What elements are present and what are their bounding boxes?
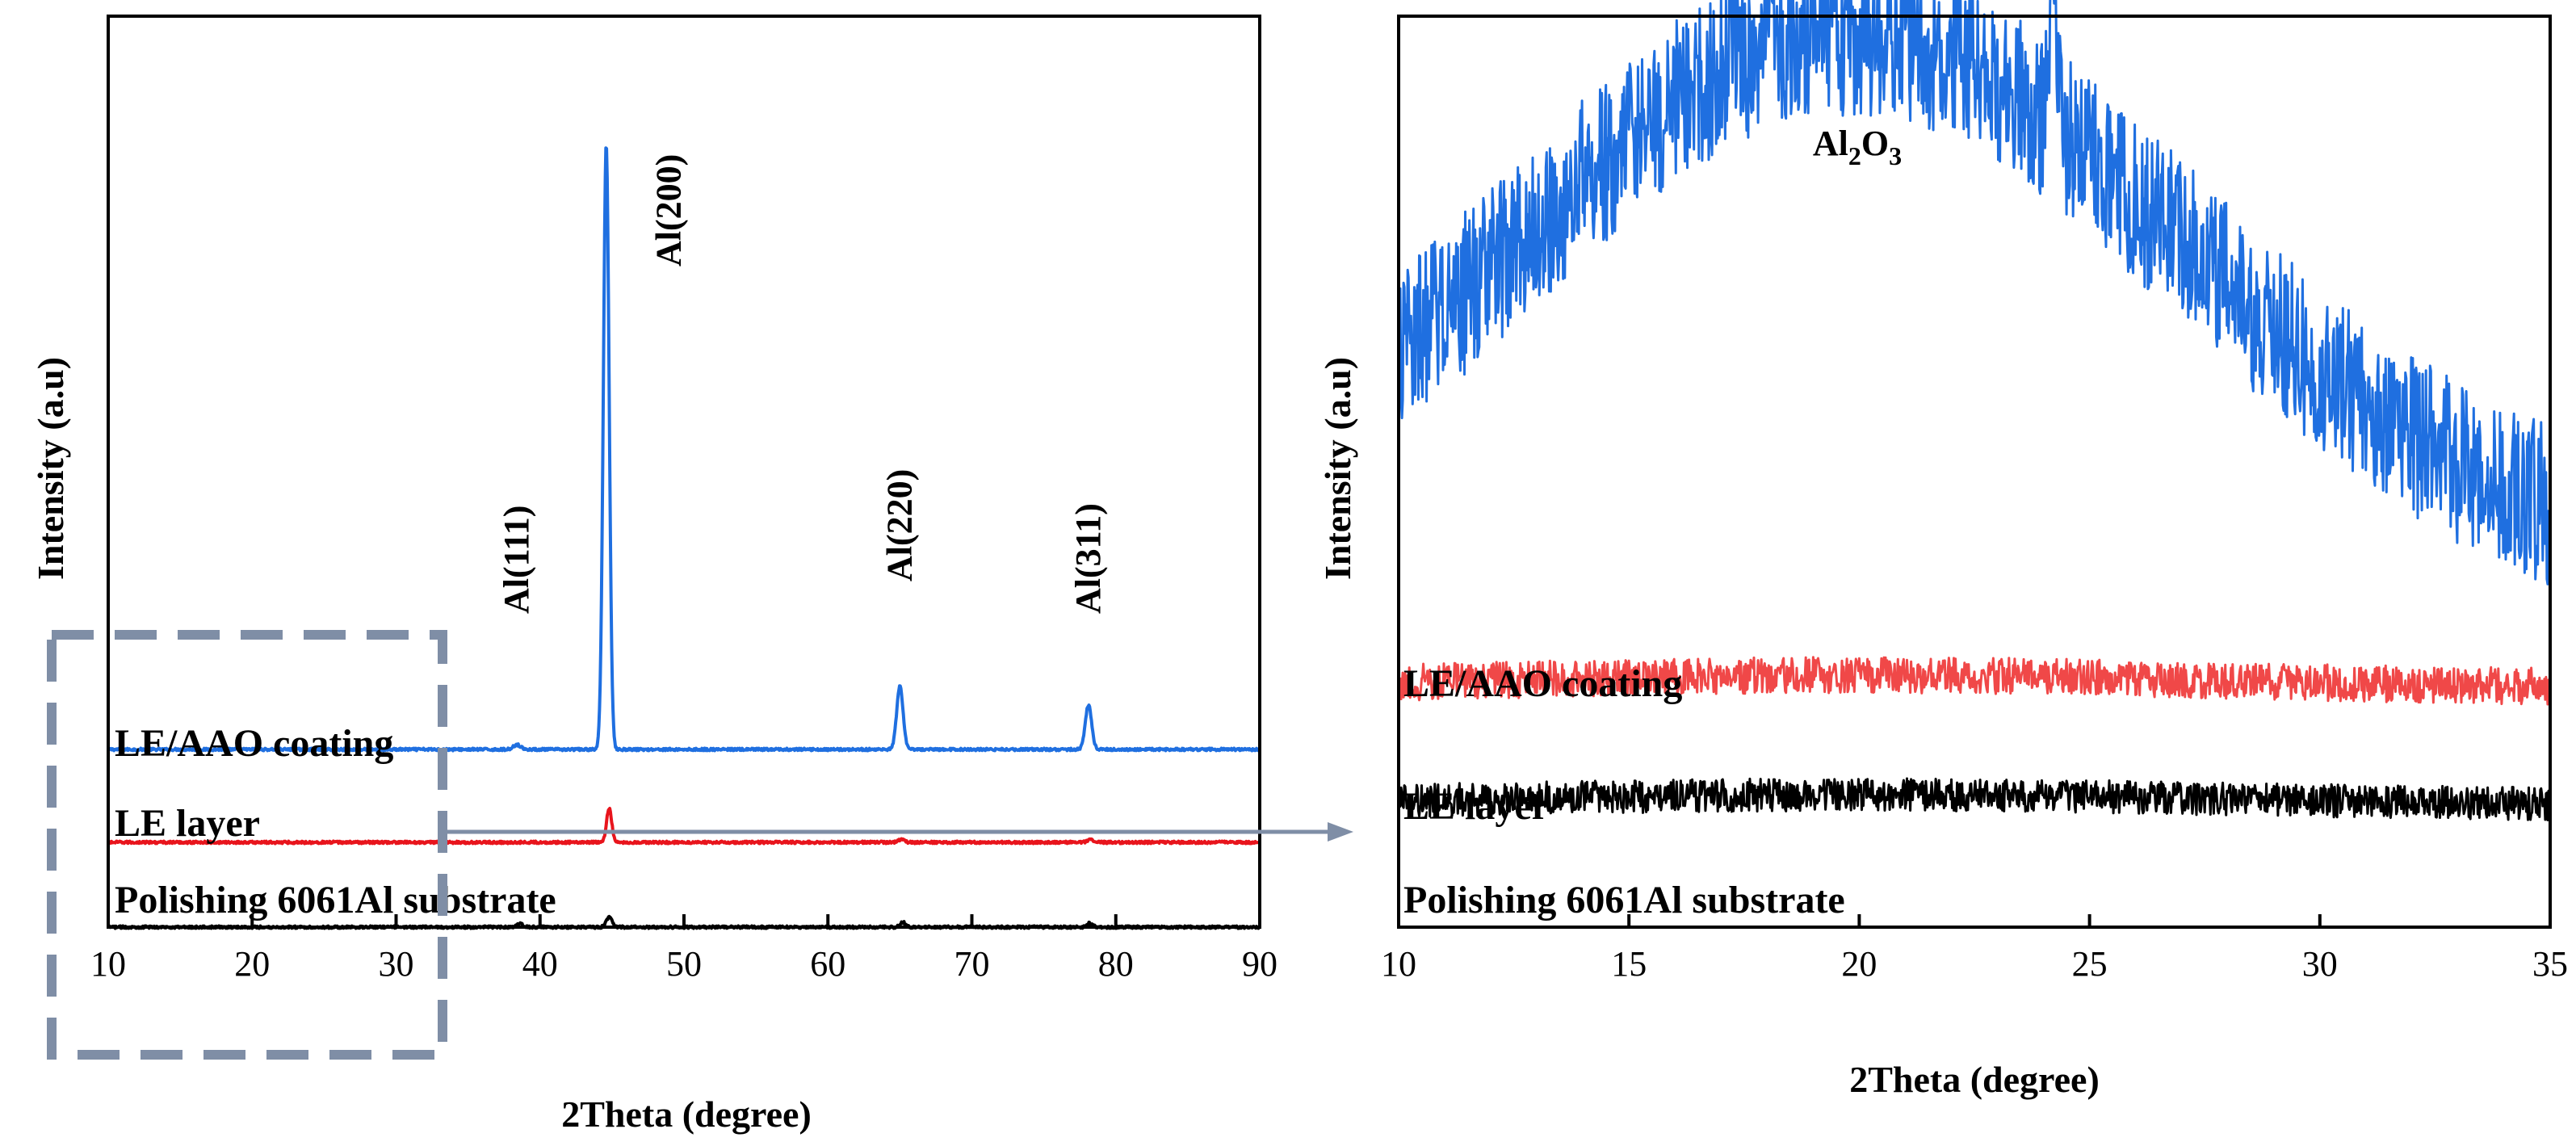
left-panel: 10 20 30 40 50 60 70 80 90 Al(111) Al(200) Al(220)… bbox=[30, 15, 1353, 1135]
right-label-substrate: Polishing 6061Al substrate bbox=[1403, 879, 1845, 921]
right-series-2-line bbox=[1397, 777, 2552, 821]
right-x-ticks: 10 15 20 25 30 35 bbox=[1381, 914, 2568, 984]
right-series-group bbox=[1397, 0, 2552, 821]
right-xtick-label-25: 25 bbox=[2072, 944, 2108, 984]
left-xtick-label-40: 40 bbox=[522, 944, 558, 984]
zoom-region-box bbox=[47, 630, 447, 1060]
left-annotation-1: Al(200) bbox=[649, 154, 689, 267]
left-series-0-line bbox=[107, 146, 1261, 753]
left-plot-frame bbox=[107, 15, 1261, 929]
al2o3-annotation: Al2O3 bbox=[1813, 124, 1902, 170]
right-x-axis-title: 2Theta (degree) bbox=[1849, 1059, 2100, 1100]
left-xtick-label-50: 50 bbox=[666, 944, 702, 984]
left-y-axis-title: Intensity (a.u) bbox=[30, 357, 71, 580]
left-peak-annotations: Al(111) Al(200) Al(220) Al(311) bbox=[497, 154, 1108, 614]
right-plot-frame bbox=[1397, 15, 2552, 929]
left-annotation-2: Al(220) bbox=[879, 469, 919, 581]
right-xtick-label-20: 20 bbox=[1841, 944, 1877, 984]
right-xtick-label-30: 30 bbox=[2302, 944, 2338, 984]
right-xtick-label-10: 10 bbox=[1381, 944, 1416, 984]
zoom-arrow-head bbox=[1328, 822, 1353, 842]
left-x-ticks: 10 20 30 40 50 60 70 80 90 bbox=[90, 914, 1278, 984]
right-y-axis-title: Intensity (a.u) bbox=[1317, 357, 1358, 580]
right-xtick-label-15: 15 bbox=[1611, 944, 1647, 984]
left-xtick-label-30: 30 bbox=[379, 944, 414, 984]
left-label-le-aao: LE/AAO coating bbox=[115, 722, 393, 765]
left-label-substrate: Polishing 6061Al substrate bbox=[115, 879, 556, 921]
left-xtick-label-90: 90 bbox=[1242, 944, 1278, 984]
right-series-0-line bbox=[1397, 0, 2552, 586]
left-xtick-label-20: 20 bbox=[234, 944, 270, 984]
right-label-le-aao: LE/AAO coating bbox=[1403, 662, 1682, 705]
left-xtick-label-10: 10 bbox=[90, 944, 126, 984]
left-xtick-label-70: 70 bbox=[954, 944, 990, 984]
left-xtick-label-80: 80 bbox=[1098, 944, 1134, 984]
right-xtick-label-35: 35 bbox=[2532, 944, 2568, 984]
left-label-le-layer: LE layer bbox=[115, 802, 260, 845]
left-series-1-line bbox=[107, 807, 1261, 846]
right-label-le-layer: LE layer bbox=[1403, 785, 1549, 828]
left-annotation-3: Al(311) bbox=[1068, 503, 1108, 614]
right-panel: 10 15 20 25 30 35 Al2O3 LE/AAO coating LE lay… bbox=[1317, 0, 2568, 1100]
left-annotation-0: Al(111) bbox=[497, 506, 536, 614]
left-x-axis-title: 2Theta (degree) bbox=[561, 1094, 812, 1135]
left-xtick-label-60: 60 bbox=[810, 944, 845, 984]
right-series-1-line bbox=[1397, 656, 2552, 706]
